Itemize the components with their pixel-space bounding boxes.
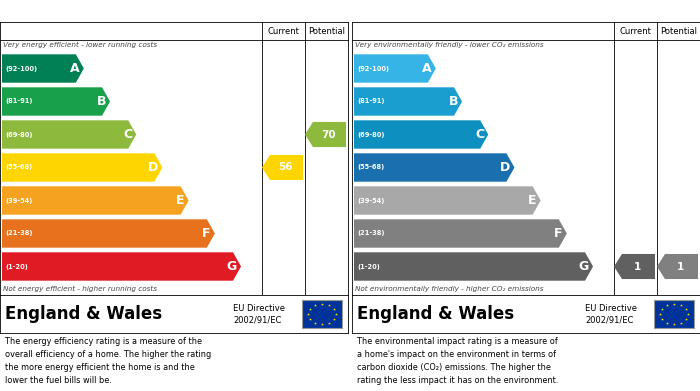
Text: Current: Current xyxy=(267,27,300,36)
Text: E: E xyxy=(528,194,537,207)
Text: (39-54): (39-54) xyxy=(5,197,32,203)
Text: (81-91): (81-91) xyxy=(5,99,32,104)
Text: (1-20): (1-20) xyxy=(357,264,380,269)
Text: Current: Current xyxy=(620,27,652,36)
Text: G: G xyxy=(579,260,589,273)
Polygon shape xyxy=(2,120,136,149)
Text: Not energy efficient - higher running costs: Not energy efficient - higher running co… xyxy=(3,286,157,292)
Polygon shape xyxy=(305,122,346,147)
Text: A: A xyxy=(422,62,432,75)
Polygon shape xyxy=(354,87,462,116)
Text: (69-80): (69-80) xyxy=(357,131,384,138)
Text: C: C xyxy=(475,128,484,141)
Polygon shape xyxy=(614,254,655,279)
Polygon shape xyxy=(657,254,698,279)
Text: C: C xyxy=(123,128,132,141)
Text: EU Directive
2002/91/EC: EU Directive 2002/91/EC xyxy=(233,303,285,325)
Text: EU Directive
2002/91/EC: EU Directive 2002/91/EC xyxy=(585,303,637,325)
Polygon shape xyxy=(354,54,436,83)
Text: 1: 1 xyxy=(634,262,641,271)
Polygon shape xyxy=(2,186,188,215)
Text: England & Wales: England & Wales xyxy=(5,305,162,323)
Text: England & Wales: England & Wales xyxy=(357,305,514,323)
Text: 1: 1 xyxy=(678,262,685,271)
Polygon shape xyxy=(262,155,303,180)
Text: Potential: Potential xyxy=(308,27,345,36)
Text: Potential: Potential xyxy=(660,27,697,36)
Text: (92-100): (92-100) xyxy=(5,66,37,72)
Text: B: B xyxy=(449,95,458,108)
Polygon shape xyxy=(2,252,241,281)
Text: (21-38): (21-38) xyxy=(5,231,32,237)
Text: (92-100): (92-100) xyxy=(357,66,389,72)
Text: G: G xyxy=(227,260,237,273)
Polygon shape xyxy=(354,186,540,215)
Text: E: E xyxy=(176,194,185,207)
Text: D: D xyxy=(500,161,510,174)
Text: Energy Efficiency Rating: Energy Efficiency Rating xyxy=(8,5,192,18)
Text: F: F xyxy=(554,227,563,240)
Text: The energy efficiency rating is a measure of the
overall efficiency of a home. T: The energy efficiency rating is a measur… xyxy=(5,337,211,385)
Text: (55-68): (55-68) xyxy=(5,165,32,170)
Polygon shape xyxy=(354,120,488,149)
Polygon shape xyxy=(2,153,162,182)
Bar xyxy=(302,300,342,328)
Text: Very energy efficient - lower running costs: Very energy efficient - lower running co… xyxy=(3,42,157,48)
Text: 56: 56 xyxy=(279,163,293,172)
Text: Not environmentally friendly - higher CO₂ emissions: Not environmentally friendly - higher CO… xyxy=(355,286,543,292)
Text: D: D xyxy=(148,161,158,174)
Text: The environmental impact rating is a measure of
a home's impact on the environme: The environmental impact rating is a mea… xyxy=(357,337,559,385)
Text: (55-68): (55-68) xyxy=(357,165,384,170)
Bar xyxy=(654,300,694,328)
Polygon shape xyxy=(354,252,593,281)
Polygon shape xyxy=(2,219,215,248)
Polygon shape xyxy=(2,87,110,116)
Text: 70: 70 xyxy=(321,129,336,140)
Text: (1-20): (1-20) xyxy=(5,264,28,269)
Text: (81-91): (81-91) xyxy=(357,99,384,104)
Text: (21-38): (21-38) xyxy=(357,231,384,237)
Text: Environmental Impact (CO₂) Rating: Environmental Impact (CO₂) Rating xyxy=(360,5,623,18)
Polygon shape xyxy=(354,153,514,182)
Polygon shape xyxy=(2,54,84,83)
Text: (39-54): (39-54) xyxy=(357,197,384,203)
Text: F: F xyxy=(202,227,211,240)
Text: B: B xyxy=(97,95,106,108)
Text: (69-80): (69-80) xyxy=(5,131,32,138)
Polygon shape xyxy=(354,219,567,248)
Text: Very environmentally friendly - lower CO₂ emissions: Very environmentally friendly - lower CO… xyxy=(355,42,544,48)
Text: A: A xyxy=(70,62,80,75)
